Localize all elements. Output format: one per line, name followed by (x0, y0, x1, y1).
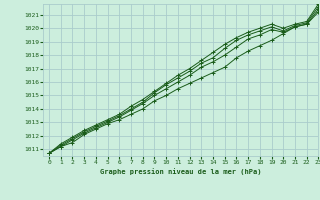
X-axis label: Graphe pression niveau de la mer (hPa): Graphe pression niveau de la mer (hPa) (100, 168, 261, 175)
